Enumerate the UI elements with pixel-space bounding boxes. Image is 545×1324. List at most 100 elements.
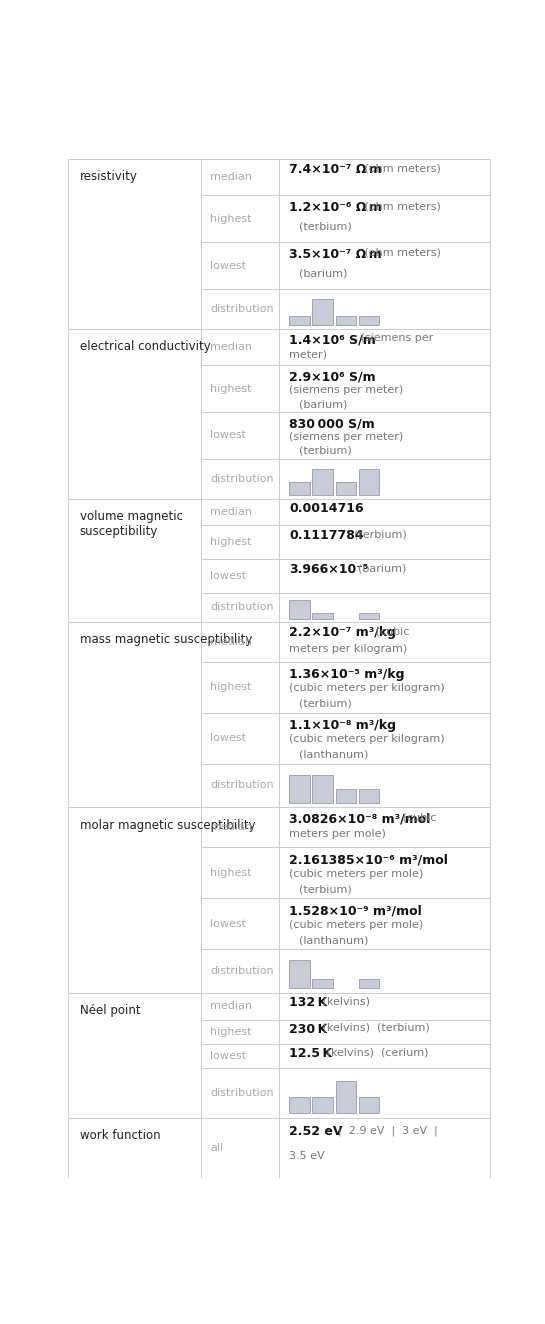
Text: 830 000 S/m: 830 000 S/m (289, 417, 375, 430)
Text: (cubic meters per mole): (cubic meters per mole) (289, 920, 423, 929)
Bar (336, 316, 356, 324)
Text: Néel point: Néel point (80, 1005, 141, 1017)
Text: lowest: lowest (210, 571, 246, 581)
Text: distribution: distribution (210, 602, 274, 612)
Text: 1.2×10⁻⁶ Ω m: 1.2×10⁻⁶ Ω m (289, 201, 382, 214)
Text: median: median (210, 637, 252, 646)
Text: (barium): (barium) (351, 563, 406, 573)
Text: highest: highest (210, 213, 252, 224)
Text: highest: highest (210, 682, 252, 692)
Bar (359, 469, 379, 495)
Text: (kelvins)  (cerium): (kelvins) (cerium) (323, 1047, 428, 1057)
Bar (359, 1096, 379, 1113)
Text: (lanthanum): (lanthanum) (299, 935, 368, 945)
Text: lowest: lowest (210, 261, 246, 270)
Text: all: all (210, 1143, 223, 1153)
Text: distribution: distribution (210, 967, 274, 976)
Bar (289, 600, 310, 618)
Bar (312, 469, 333, 495)
Text: 1.1×10⁻⁸ m³/kg: 1.1×10⁻⁸ m³/kg (289, 719, 396, 732)
Text: 3.5 eV: 3.5 eV (289, 1152, 325, 1161)
Text: distribution: distribution (210, 474, 274, 483)
Text: distribution: distribution (210, 1088, 274, 1098)
Text: 2.9×10⁶ S/m: 2.9×10⁶ S/m (289, 371, 376, 384)
Text: lowest: lowest (210, 919, 246, 928)
Bar (312, 775, 333, 802)
Text: 3.5×10⁻⁷ Ω m: 3.5×10⁻⁷ Ω m (289, 248, 382, 261)
Text: 2.52 eV: 2.52 eV (289, 1125, 343, 1139)
Text: 1.528×10⁻⁹ m³/mol: 1.528×10⁻⁹ m³/mol (289, 904, 422, 918)
Text: (terbium): (terbium) (299, 699, 352, 708)
Text: 12.5 K: 12.5 K (289, 1047, 332, 1061)
Text: (cubic meters per mole): (cubic meters per mole) (289, 869, 423, 879)
Text: 2.161385×10⁻⁶ m³/mol: 2.161385×10⁻⁶ m³/mol (289, 853, 448, 866)
Text: median: median (210, 342, 252, 352)
Text: volume magnetic
susceptibility: volume magnetic susceptibility (80, 510, 183, 539)
Text: |  2.9 eV  |  3 eV  |: | 2.9 eV | 3 eV | (331, 1125, 438, 1136)
Text: 7.4×10⁻⁷ Ω m: 7.4×10⁻⁷ Ω m (289, 163, 382, 176)
Text: 3.966×10⁻⁵: 3.966×10⁻⁵ (289, 563, 369, 576)
Text: (ohm meters): (ohm meters) (361, 163, 441, 173)
Bar (359, 789, 379, 802)
Text: (cubic: (cubic (399, 812, 437, 822)
Text: median: median (210, 172, 252, 183)
Text: (kelvins): (kelvins) (319, 996, 370, 1006)
Text: highest: highest (210, 1027, 252, 1037)
Text: 3.0826×10⁻⁸ m³/mol: 3.0826×10⁻⁸ m³/mol (289, 812, 431, 825)
Text: 1.4×10⁶ S/m: 1.4×10⁶ S/m (289, 334, 376, 346)
Text: mass magnetic susceptibility: mass magnetic susceptibility (80, 633, 252, 646)
Text: highest: highest (210, 384, 252, 393)
Bar (289, 775, 310, 802)
Text: work function: work function (80, 1129, 160, 1143)
Text: (siemens per meter): (siemens per meter) (289, 432, 404, 442)
Text: (terbium): (terbium) (347, 530, 407, 539)
Text: electrical conductivity: electrical conductivity (80, 340, 210, 354)
Bar (336, 482, 356, 495)
Text: meters per kilogram): meters per kilogram) (289, 643, 408, 654)
Text: highest: highest (210, 867, 252, 878)
Text: (cubic: (cubic (372, 626, 410, 637)
Bar (359, 316, 379, 324)
Bar (359, 978, 379, 989)
Text: (terbium): (terbium) (299, 221, 352, 232)
Text: molar magnetic susceptibility: molar magnetic susceptibility (80, 818, 256, 831)
Bar (289, 960, 310, 989)
Text: 0.0014716: 0.0014716 (289, 502, 364, 515)
Bar (312, 1096, 333, 1113)
Text: 0.1117784: 0.1117784 (289, 530, 364, 543)
Text: median: median (210, 1001, 252, 1012)
Text: 230 K: 230 K (289, 1022, 328, 1035)
Text: 2.2×10⁻⁷ m³/kg: 2.2×10⁻⁷ m³/kg (289, 626, 396, 639)
Text: (barium): (barium) (299, 400, 347, 409)
Text: lowest: lowest (210, 733, 246, 743)
Bar (312, 613, 333, 618)
Text: meters per mole): meters per mole) (289, 829, 386, 839)
Text: 1.36×10⁻⁵ m³/kg: 1.36×10⁻⁵ m³/kg (289, 667, 405, 681)
Text: distribution: distribution (210, 303, 274, 314)
Text: resistivity: resistivity (80, 171, 138, 184)
Text: lowest: lowest (210, 1051, 246, 1062)
Text: (terbium): (terbium) (299, 884, 352, 894)
Bar (289, 316, 310, 324)
Text: (kelvins)  (terbium): (kelvins) (terbium) (319, 1022, 430, 1033)
Text: median: median (210, 507, 252, 516)
Text: (ohm meters): (ohm meters) (361, 248, 441, 258)
Bar (289, 1096, 310, 1113)
Bar (359, 613, 379, 618)
Text: (lanthanum): (lanthanum) (299, 749, 368, 760)
Bar (336, 789, 356, 802)
Text: (siemens per meter): (siemens per meter) (289, 385, 404, 395)
Bar (336, 1080, 356, 1113)
Text: lowest: lowest (210, 430, 246, 441)
Text: median: median (210, 822, 252, 833)
Text: distribution: distribution (210, 780, 274, 790)
Text: (siemens per: (siemens per (356, 334, 433, 343)
Text: meter): meter) (289, 350, 328, 359)
Text: (terbium): (terbium) (299, 446, 352, 455)
Text: 132 K: 132 K (289, 996, 328, 1009)
Text: (barium): (barium) (299, 267, 347, 278)
Bar (312, 978, 333, 989)
Text: highest: highest (210, 538, 252, 547)
Text: (ohm meters): (ohm meters) (361, 201, 441, 211)
Text: (cubic meters per kilogram): (cubic meters per kilogram) (289, 735, 445, 744)
